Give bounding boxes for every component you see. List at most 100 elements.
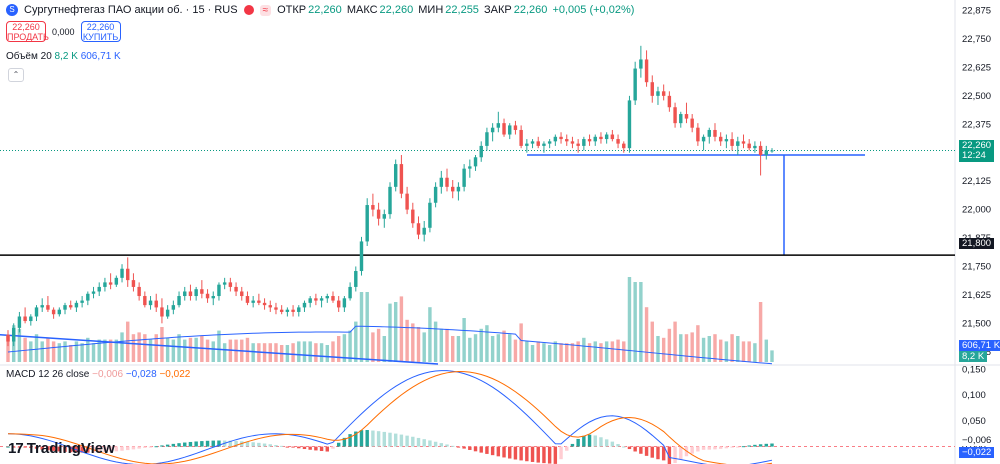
candle-body — [639, 59, 643, 69]
macd-hist-bar — [565, 446, 569, 451]
candle-body — [519, 129, 523, 146]
symbol-name[interactable]: Сургутнефтегаз ПАО акции об. · 15 · RUS — [24, 4, 238, 16]
macd-hist-bar — [582, 435, 586, 447]
candle-body — [485, 132, 489, 146]
macd-hist-bar — [279, 445, 284, 447]
macd-hist-bar — [171, 443, 176, 447]
volume-ma-badge-value: 606,71 K — [962, 340, 1000, 351]
volume-bar — [462, 318, 466, 362]
buy-button[interactable]: 22,260 КУПИТЬ — [80, 21, 121, 42]
volume-bar — [103, 339, 107, 362]
macd-hist-bar — [251, 442, 255, 447]
macd-hist-bar — [753, 444, 757, 447]
macd-hist-bar — [69, 446, 73, 453]
volume-bar — [530, 345, 535, 362]
volume-bar — [433, 321, 438, 362]
macd-line-value: −0,028 — [125, 369, 157, 380]
candle-body — [194, 289, 198, 297]
candle-body — [451, 186, 455, 192]
volume-bar — [701, 337, 706, 362]
macd-hist-bar — [29, 446, 33, 448]
volume-bar — [365, 292, 369, 362]
volume-badge-value: 8,2 K — [962, 351, 985, 362]
candle-body — [696, 127, 700, 142]
volume-bar — [553, 341, 558, 362]
macd-hist-bar — [51, 446, 56, 451]
volume-bar — [325, 345, 329, 362]
volume-name: Объём 20 — [6, 51, 52, 62]
candle-body — [673, 107, 677, 124]
candle-body — [622, 143, 626, 149]
macd-hist-bar — [679, 446, 683, 460]
macd-hist-bar — [485, 446, 489, 454]
macd-hist-bar — [701, 446, 706, 450]
macd-hist-bar — [718, 446, 723, 449]
volume-bar — [496, 334, 501, 362]
macd-hist-bar — [433, 441, 438, 447]
price-tick-label: 22,500 — [962, 91, 991, 102]
candle-body — [724, 139, 729, 142]
candle-body — [137, 286, 141, 297]
spread-value: 0,000 — [52, 26, 75, 37]
volume-bar — [314, 343, 318, 362]
macd-hist-bar — [188, 441, 193, 447]
volume-bar — [108, 339, 113, 362]
candle-body — [188, 291, 193, 297]
macd-signal-value: −0,022 — [159, 369, 191, 380]
macd-legend[interactable]: MACD 12 26 close −0,006 −0,028 −0,022 — [6, 369, 190, 380]
macd-hist-bar — [365, 430, 369, 447]
macd-hist-bar — [411, 436, 415, 447]
macd-name: MACD 12 26 close — [6, 369, 90, 380]
macd-hist-bar — [730, 446, 734, 448]
candle-body — [542, 143, 546, 146]
volume-bar — [171, 339, 176, 362]
volume-bar — [382, 336, 387, 362]
candle-body — [171, 305, 176, 310]
volume-legend[interactable]: Объём 20 8,2 K 606,71 K — [6, 51, 121, 62]
candle-body — [285, 309, 290, 312]
tradingview-logo[interactable]: 17 TradingView — [8, 440, 115, 457]
volume-bar — [718, 339, 723, 362]
volume-ma-value: 606,71 K — [80, 51, 121, 62]
candle-body — [718, 136, 723, 142]
volume-bar — [724, 341, 729, 362]
volume-bar — [308, 341, 312, 362]
macd-hist-bar — [661, 446, 666, 461]
volume-bar — [359, 292, 364, 362]
macd-hist-bar — [416, 437, 421, 447]
tradingview-logo-icon: 17 — [8, 440, 24, 457]
countdown-value: 12:24 — [962, 150, 986, 161]
candle-body — [200, 289, 204, 294]
candle-body — [399, 164, 404, 194]
open-value: 22,260 — [308, 4, 342, 16]
macd-hist-bar — [627, 446, 632, 450]
macd-hist-bar — [462, 446, 466, 449]
descending-trendline — [0, 333, 439, 365]
volume-bar — [376, 328, 381, 362]
macd-hist-bar — [536, 446, 540, 463]
macd-hist-bar — [354, 431, 358, 447]
volume-bar — [633, 282, 637, 362]
macd-hist-bar — [593, 435, 597, 447]
candle-body — [536, 141, 540, 146]
macd-hist-bar — [445, 444, 449, 447]
candle-body — [530, 141, 535, 144]
candle-body — [616, 139, 620, 144]
macd-hist-value: −0,006 — [92, 369, 124, 380]
candle-body — [593, 136, 597, 142]
sell-button[interactable]: 22,260 ПРОДАТЬ — [6, 21, 49, 42]
macd-hist-bar — [40, 446, 44, 450]
macd-hist-bar — [576, 438, 580, 447]
volume-bar — [148, 339, 153, 362]
volume-bar — [696, 325, 700, 362]
macd-hist-bar — [165, 444, 170, 447]
volume-bar — [770, 350, 774, 362]
volume-bar — [80, 343, 84, 362]
macd-hist-bar — [34, 446, 39, 449]
macd-hist-bar — [690, 446, 694, 454]
volume-bar — [485, 325, 489, 362]
collapse-legend-icon[interactable]: ⌃ — [8, 68, 24, 82]
macd-hist-bar — [183, 442, 187, 447]
candle-body — [97, 286, 101, 292]
volume-bar — [741, 341, 746, 362]
